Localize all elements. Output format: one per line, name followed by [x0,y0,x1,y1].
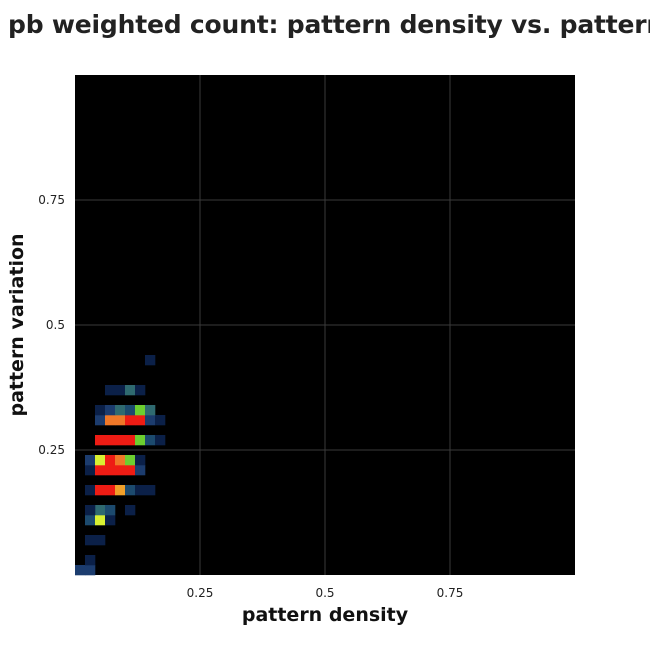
x-tick-label: 0.25 [187,586,214,600]
heatmap-cell-50 [145,405,156,416]
heatmap-cell-28 [115,455,126,466]
heatmap-cell-53 [125,385,136,396]
heatmap-cell-41 [125,415,136,426]
heatmap-cell-3 [85,535,96,546]
heatmap-cell-15 [115,485,126,496]
heatmap-cell-14 [105,485,116,496]
heatmap-cell-47 [115,405,126,416]
heatmap-cell-38 [95,415,106,426]
x-tick-label: 0.5 [315,586,334,600]
y-tick-label: 0.5 [46,318,65,332]
heatmap-cell-39 [105,415,116,426]
heatmap-cell-43 [145,415,156,426]
heatmap-cell-37 [155,435,166,446]
heatmap-cell-51 [105,385,116,396]
heatmap-cell-8 [95,505,106,516]
heatmap-cell-30 [135,455,146,466]
x-tick-labels: 0.25 0.5 0.75 [187,586,464,600]
y-tick-label: 0.75 [38,193,65,207]
heatmap-cell-6 [95,515,106,526]
heatmap-cell-48 [125,405,136,416]
heatmap-cell-44 [155,415,166,426]
heatmap-cell-22 [115,465,126,476]
heatmap-cell-9 [105,505,116,516]
heatmap-cell-25 [85,455,96,466]
heatmap-cell-49 [135,405,146,416]
y-tick-labels: 0.25 0.5 0.75 [38,193,65,457]
heatmap-cell-5 [85,515,96,526]
heatmap-cell-33 [115,435,126,446]
heatmap-cell-35 [135,435,146,446]
chart-title: pb weighted count: pattern density vs. p… [8,10,650,39]
heatmap-cell-2 [85,555,96,566]
heatmap-cell-19 [85,465,96,476]
heatmap-cell-4 [95,535,106,546]
y-axis-title: pattern variation [6,233,28,416]
heatmap-cell-13 [95,485,106,496]
heatmap-cell-29 [125,455,136,466]
heatmap-cell-24 [135,465,146,476]
heatmap-cell-46 [105,405,116,416]
heatmap-cell-11 [125,505,136,516]
y-tick-label: 0.25 [38,443,65,457]
heatmap-cell-1 [85,565,96,576]
heatmap-cell-52 [115,385,126,396]
heatmap-cell-32 [105,435,116,446]
grid-lines [75,75,575,575]
heatmap-cell-54 [135,385,146,396]
heatmap-cell-7 [105,515,116,526]
heatmap-cell-12 [85,485,96,496]
heatmap-cell-23 [125,465,136,476]
x-tick-label: 0.75 [437,586,464,600]
x-axis-title: pattern density [242,604,409,626]
heatmap-cell-42 [135,415,146,426]
heatmap-cell-27 [105,455,116,466]
heatmap-cell-26 [95,455,106,466]
heatmap-cell-0 [75,565,86,576]
heatmap-cell-34 [125,435,136,446]
heatmap-cell-31 [95,435,106,446]
heatmap-cell-10 [85,505,96,516]
heatmap-cell-17 [135,485,146,496]
heatmap-cell-45 [95,405,106,416]
heatmap-cell-40 [115,415,126,426]
heatmap-cell-18 [145,485,156,496]
heatmap-cell-21 [105,465,116,476]
heatmap-cell-36 [145,435,156,446]
heatmap-cell-55 [145,355,156,366]
heatmap-cell-16 [125,485,136,496]
heatmap-cell-20 [95,465,106,476]
heatmap-cells [75,355,166,576]
